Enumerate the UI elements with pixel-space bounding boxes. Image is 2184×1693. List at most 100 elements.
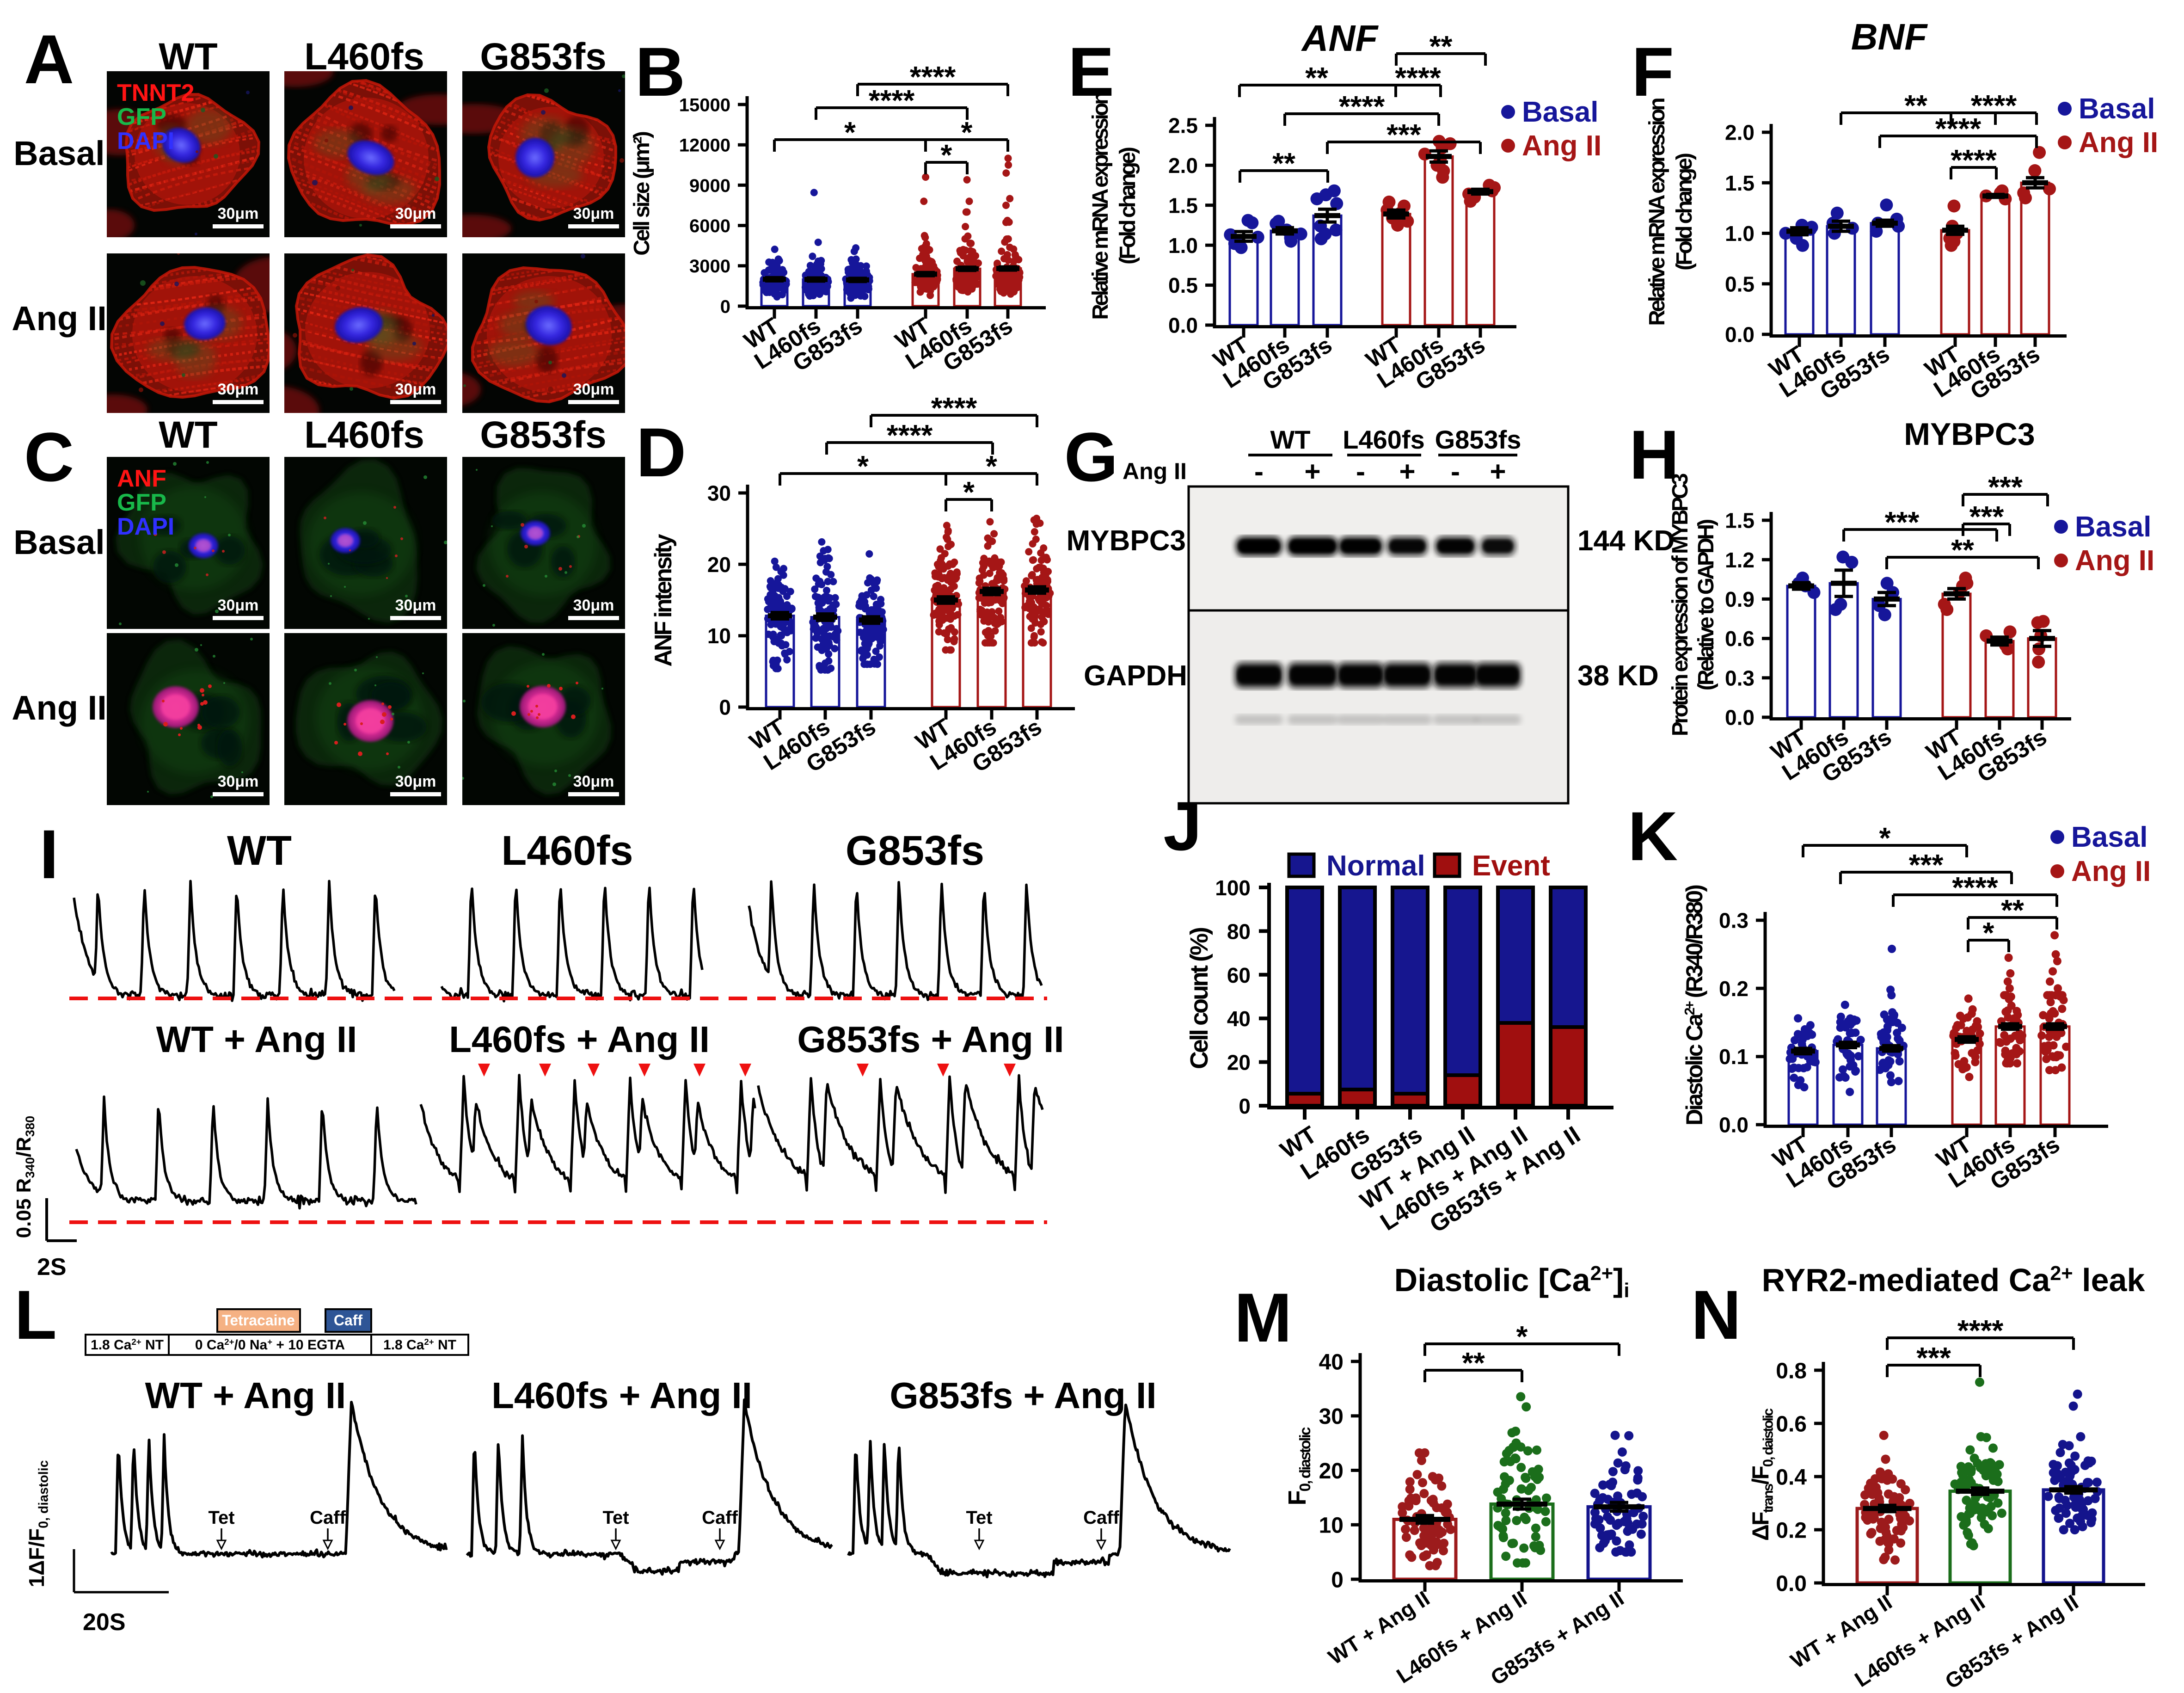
svg-text:30μm: 30μm [395, 597, 436, 614]
svg-text:(Relative to GAPDH): (Relative to GAPDH) [1694, 520, 1718, 690]
svg-text:L460fs: L460fs [304, 414, 424, 456]
svg-text:H: H [1629, 416, 1679, 493]
svg-text:Basal: Basal [13, 523, 104, 561]
svg-text:RYR2-mediated Ca2+ leak: RYR2-mediated Ca2+ leak [1762, 1262, 2145, 1298]
svg-text:0.0: 0.0 [1725, 706, 1755, 730]
svg-text:+: + [1490, 456, 1506, 487]
svg-text:+: + [1399, 456, 1415, 487]
svg-text:MYBPC3: MYBPC3 [1904, 417, 2035, 452]
svg-text:L460fs: L460fs [501, 828, 633, 874]
svg-text:30μm: 30μm [573, 597, 614, 614]
svg-text:*: * [844, 116, 856, 149]
svg-text:12000: 12000 [679, 135, 730, 156]
svg-text:100: 100 [1215, 876, 1251, 900]
svg-text:Caff: Caff [1083, 1508, 1119, 1528]
svg-text:0.5: 0.5 [1725, 272, 1755, 296]
svg-text:****: **** [1951, 143, 1997, 177]
svg-text:L460fs: L460fs [304, 36, 424, 78]
svg-text:L460fs + Ang II: L460fs + Ang II [449, 1019, 710, 1060]
svg-text:*: * [1879, 821, 1891, 855]
svg-text:GFP: GFP [117, 104, 166, 130]
svg-text:30μm: 30μm [395, 381, 436, 398]
svg-text:BNF: BNF [1851, 16, 1928, 57]
svg-text:0.5: 0.5 [1168, 273, 1198, 297]
svg-text:Event: Event [1472, 850, 1550, 882]
svg-text:***: *** [1386, 118, 1421, 151]
svg-text:D: D [636, 413, 686, 491]
svg-text:G853fs: G853fs [480, 414, 607, 456]
svg-text:10: 10 [1319, 1514, 1344, 1538]
svg-text:G853fs: G853fs [480, 36, 607, 78]
svg-text:*: * [963, 475, 975, 509]
svg-text:6000: 6000 [689, 216, 730, 236]
svg-text:0.0: 0.0 [1719, 1113, 1748, 1137]
svg-text:**: ** [1951, 533, 1974, 566]
svg-text:Tet: Tet [208, 1508, 234, 1528]
svg-text:0.3: 0.3 [1725, 666, 1755, 690]
svg-text:30μm: 30μm [395, 773, 436, 790]
svg-text:30μm: 30μm [395, 205, 436, 222]
svg-text:(Fold change): (Fold change) [1672, 154, 1697, 271]
svg-text:Ang II: Ang II [2071, 856, 2151, 887]
svg-text:0.4: 0.4 [1776, 1465, 1807, 1490]
svg-text:Basal: Basal [2079, 93, 2155, 125]
svg-text:2.5: 2.5 [1168, 114, 1198, 138]
svg-text:Normal: Normal [1326, 850, 1425, 882]
svg-text:MYBPC3: MYBPC3 [1067, 525, 1186, 557]
svg-text:G853fs: G853fs [1435, 425, 1521, 454]
svg-text:Protein expression of MYBPC3: Protein expression of MYBPC3 [1668, 474, 1693, 736]
svg-text:0.6: 0.6 [1776, 1412, 1807, 1436]
svg-text:2.0: 2.0 [1725, 121, 1755, 145]
svg-text:9000: 9000 [689, 176, 730, 196]
svg-text:Ang II: Ang II [2079, 127, 2158, 159]
svg-text:1.8 Ca2+ NT: 1.8 Ca2+ NT [383, 1337, 456, 1353]
svg-text:30μm: 30μm [573, 381, 614, 398]
svg-text:G853fs + Ang II: G853fs + Ang II [797, 1019, 1064, 1060]
svg-text:*: * [986, 449, 997, 483]
svg-text:3000: 3000 [689, 256, 730, 277]
svg-text:144 KD: 144 KD [1577, 525, 1675, 557]
svg-text:2S: 2S [37, 1254, 67, 1281]
svg-text:DAPI: DAPI [117, 128, 174, 154]
svg-text:1.0: 1.0 [1168, 234, 1198, 258]
svg-text:30μm: 30μm [218, 381, 259, 398]
svg-text:Tet: Tet [966, 1508, 992, 1528]
svg-text:40: 40 [1227, 1007, 1251, 1031]
svg-text:WT + Ang II: WT + Ang II [156, 1019, 357, 1060]
svg-text:Caff: Caff [334, 1312, 363, 1329]
svg-text:WT: WT [159, 36, 217, 78]
svg-text:38 KD: 38 KD [1577, 660, 1659, 692]
svg-text:***: *** [1909, 848, 1944, 881]
svg-text:0.1: 0.1 [1719, 1045, 1748, 1069]
svg-text:1.5: 1.5 [1725, 509, 1755, 533]
svg-text:****: **** [1395, 61, 1441, 94]
svg-text:ANF: ANF [1301, 18, 1379, 59]
svg-text:DAPI: DAPI [117, 513, 174, 540]
svg-text:0.0: 0.0 [1725, 323, 1755, 347]
svg-text:WT: WT [227, 828, 292, 874]
svg-text:0.3: 0.3 [1719, 909, 1748, 933]
svg-text:1.5: 1.5 [1725, 171, 1755, 195]
svg-text:E: E [1068, 33, 1114, 111]
svg-text:WT + Ang II: WT + Ang II [145, 1375, 346, 1416]
svg-text:1.0: 1.0 [1725, 222, 1755, 246]
svg-text:K: K [1628, 797, 1678, 875]
svg-text:C: C [24, 418, 74, 496]
svg-text:Relative mRNA expression: Relative mRNA expression [1645, 99, 1669, 326]
svg-text:+: + [1304, 456, 1320, 487]
svg-text:40: 40 [1319, 1350, 1344, 1374]
svg-text:*: * [941, 138, 952, 172]
svg-text:****: **** [1339, 90, 1385, 123]
svg-text:0: 0 [1331, 1568, 1344, 1592]
svg-text:Caff: Caff [702, 1508, 738, 1528]
svg-text:0.6: 0.6 [1725, 627, 1755, 651]
svg-text:G853fs + Ang II: G853fs + Ang II [890, 1375, 1156, 1416]
svg-text:G853fs: G853fs [846, 828, 984, 874]
svg-text:GAPDH: GAPDH [1084, 660, 1187, 692]
svg-text:20: 20 [1227, 1051, 1251, 1075]
svg-text:**: ** [1904, 89, 1927, 122]
svg-text:L: L [14, 1276, 57, 1354]
svg-text:Tetracaine: Tetracaine [222, 1312, 295, 1329]
svg-text:1.2: 1.2 [1725, 548, 1755, 572]
svg-text:B: B [635, 33, 685, 111]
